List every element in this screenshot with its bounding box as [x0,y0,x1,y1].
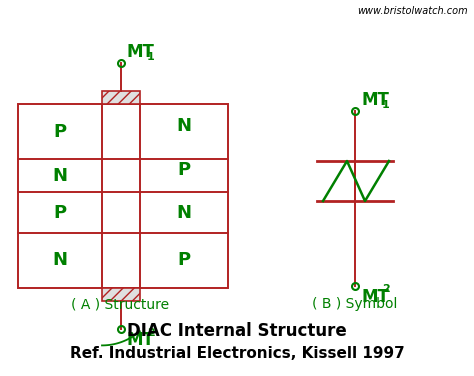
Bar [102,288,140,301]
Bar [18,104,228,288]
Text: ( A ) Structure: ( A ) Structure [71,297,169,311]
Text: MT: MT [362,288,390,306]
Text: P: P [54,203,66,221]
Text: 2: 2 [382,284,390,294]
Text: 2: 2 [147,328,155,338]
Text: 1: 1 [147,52,155,62]
Text: MT: MT [127,43,155,61]
Text: DIAC Internal Structure: DIAC Internal Structure [127,322,347,340]
Text: P: P [177,161,191,179]
Text: N: N [176,117,191,135]
Text: MT: MT [127,331,155,349]
Text: N: N [53,252,67,269]
Text: P: P [54,123,66,141]
Text: N: N [53,167,67,185]
Text: P: P [177,252,191,269]
Text: N: N [176,203,191,221]
Text: 1: 1 [382,100,390,110]
Text: ( B ) Symbol: ( B ) Symbol [312,297,398,311]
Bar [102,91,140,104]
Text: www.bristolwatch.com: www.bristolwatch.com [357,6,468,16]
Text: MT: MT [362,91,390,109]
Text: Ref. Industrial Electronics, Kissell 1997: Ref. Industrial Electronics, Kissell 199… [70,347,404,361]
